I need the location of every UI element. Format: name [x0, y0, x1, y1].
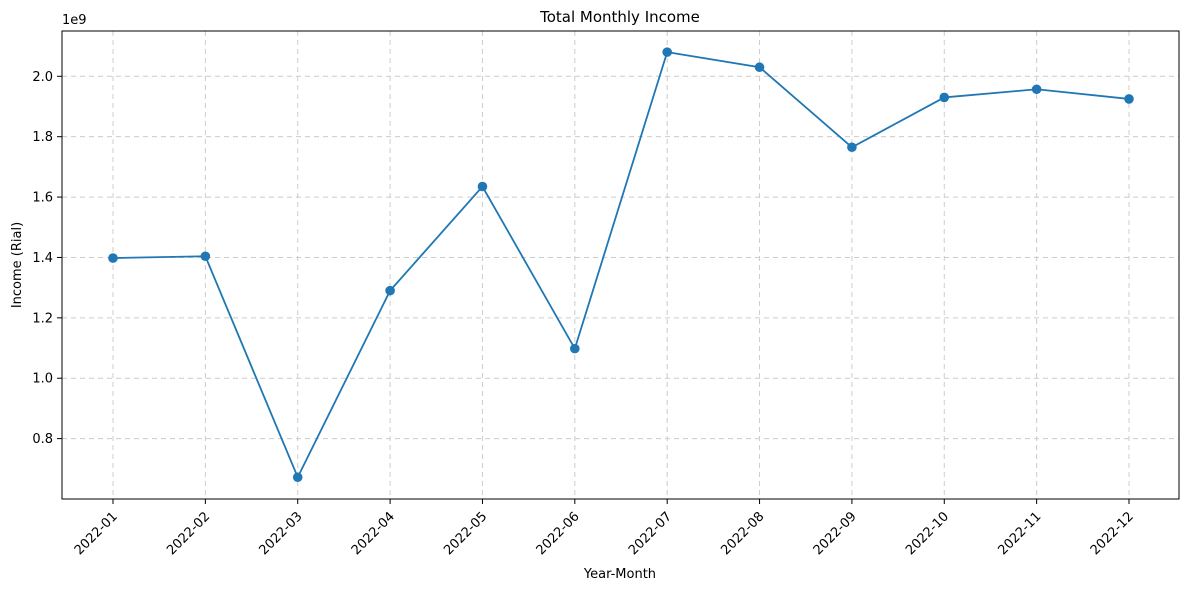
x-tick-label: 2022-12 — [1088, 509, 1137, 558]
data-point — [1031, 84, 1042, 95]
y-tick-label: 1.2 — [32, 311, 53, 326]
series-layer — [108, 47, 1134, 483]
y-axis: 0.8 1.0 1.2 1.4 1.6 1.8 2.0 — [32, 70, 62, 447]
data-point — [1124, 94, 1134, 104]
y-axis-label: Income (Rial) — [10, 222, 25, 308]
y-tick-label: 2.0 — [32, 70, 53, 85]
x-tick-label: 2022-01 — [72, 509, 121, 558]
x-tick-label: 2022-05 — [441, 509, 490, 558]
y-offset-label: 1e9 — [62, 13, 87, 28]
data-point — [200, 251, 211, 262]
y-tick-label: 1.0 — [32, 372, 53, 387]
x-tick-label: 2022-09 — [811, 509, 860, 558]
grid — [62, 31, 1179, 499]
chart-title: Total Monthly Income — [539, 8, 700, 26]
x-tick-label: 2022-06 — [534, 509, 583, 558]
x-tick-label: 2022-07 — [626, 509, 675, 558]
y-tick-label: 1.4 — [32, 251, 53, 266]
x-tick-label: 2022-10 — [903, 509, 952, 558]
x-tick-label: 2022-11 — [995, 509, 1044, 558]
data-point — [108, 253, 118, 263]
data-point — [939, 92, 950, 103]
x-tick-label: 2022-08 — [718, 509, 767, 558]
data-point — [477, 181, 488, 192]
plot-frame — [61, 30, 1180, 500]
x-tick-label: 2022-03 — [257, 509, 306, 558]
data-point — [754, 62, 765, 73]
x-axis: 2022-01 2022-02 2022-03 2022-04 2022-05 2022-… — [72, 499, 1137, 558]
y-tick-label: 0.8 — [32, 432, 53, 447]
data-point — [385, 285, 395, 296]
data-point — [292, 472, 303, 483]
y-tick-label: 1.6 — [32, 191, 53, 206]
series-line — [112, 51, 1130, 480]
data-point — [847, 142, 857, 153]
y-tick-label: 1.8 — [32, 130, 53, 145]
data-point — [570, 343, 580, 354]
x-tick-label: 2022-04 — [349, 509, 398, 558]
x-axis-label: Year-Month — [583, 567, 656, 582]
data-point — [662, 47, 672, 57]
x-tick-label: 2022-02 — [164, 509, 213, 558]
